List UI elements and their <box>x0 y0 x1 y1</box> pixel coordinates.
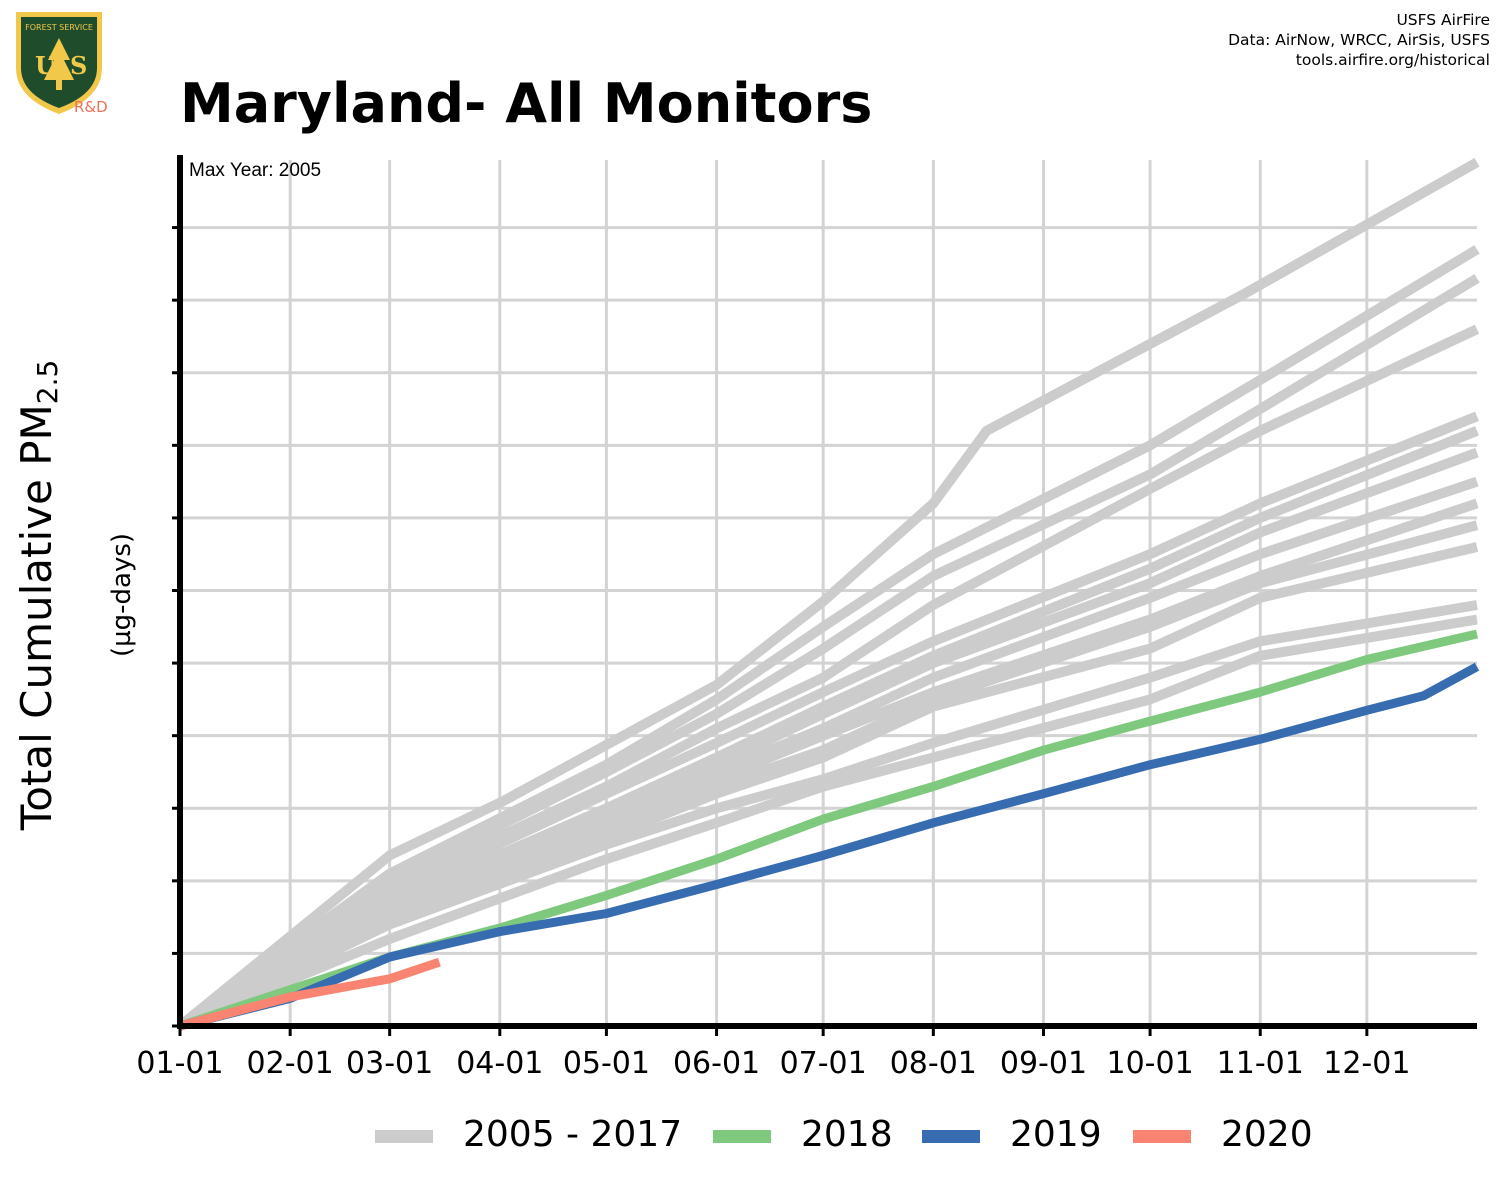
svg-text:U: U <box>35 51 56 80</box>
x-tick-label: 08-01 <box>890 1046 977 1081</box>
x-tick-label: 09-01 <box>1000 1046 1087 1081</box>
series-line-historical <box>177 498 1479 1031</box>
series-line-y2019 <box>178 662 1480 1031</box>
series-line-historical <box>177 447 1479 1031</box>
series-line-historical <box>177 600 1478 1031</box>
max-year-annotation: Max Year: 2005 <box>189 160 322 181</box>
series-line-historical <box>177 411 1479 1031</box>
series-line-historical <box>177 542 1479 1031</box>
forest-service-logo: U S FOREST SERVICE <box>16 12 102 114</box>
legend-label: 2005 - 2017 <box>463 1114 683 1155</box>
series-layer <box>176 157 1480 1031</box>
legend-swatch-2018 <box>713 1130 771 1143</box>
legend-label: 2019 <box>1010 1114 1102 1155</box>
x-tick-label: 11-01 <box>1217 1046 1304 1081</box>
x-tick-label: 04-01 <box>456 1046 543 1081</box>
legend-label: 2018 <box>801 1114 893 1155</box>
legend: 2005 - 2017 2018 2019 2020 <box>0 1112 1500 1160</box>
series-line-historical <box>177 245 1480 1031</box>
x-tick-label: 02-01 <box>247 1046 334 1081</box>
x-tick-label: 07-01 <box>780 1046 867 1081</box>
axis-layer: 01-01 02-01 03-01 04-01 05-01 06-01 07-01 08-01… <box>136 155 1477 1081</box>
series-line-historical <box>176 157 1480 1030</box>
series-line-y2020 <box>178 957 441 1031</box>
credits-block: USFS AirFire Data: AirNow, WRCC, AirSis,… <box>1228 10 1490 70</box>
legend-swatch-2019 <box>922 1130 980 1143</box>
legend-label: 2020 <box>1221 1114 1313 1155</box>
chart-title: Maryland- All Monitors <box>180 72 873 135</box>
legend-swatch-2020 <box>1133 1130 1191 1143</box>
x-tick-label: 03-01 <box>346 1046 433 1081</box>
x-tick-label: 10-01 <box>1106 1046 1193 1081</box>
svg-text:S: S <box>70 51 87 80</box>
x-tick-label: 12-01 <box>1323 1046 1410 1081</box>
series-line-historical <box>178 614 1478 1031</box>
series-line-historical <box>177 324 1480 1031</box>
credit-line: tools.airfire.org/historical <box>1295 51 1490 69</box>
svg-text:FOREST SERVICE: FOREST SERVICE <box>25 23 93 32</box>
series-line-historical <box>177 274 1480 1031</box>
x-tick-label: 06-01 <box>673 1046 760 1081</box>
credit-line: USFS AirFire <box>1396 11 1490 29</box>
credit-line: Data: AirNow, WRCC, AirSis, USFS <box>1228 31 1490 49</box>
logo-rd-label: R&D <box>74 98 108 116</box>
legend-swatch-historical <box>375 1130 433 1143</box>
x-tick-label: 01-01 <box>136 1046 223 1081</box>
x-tick-label: 05-01 <box>563 1046 650 1081</box>
